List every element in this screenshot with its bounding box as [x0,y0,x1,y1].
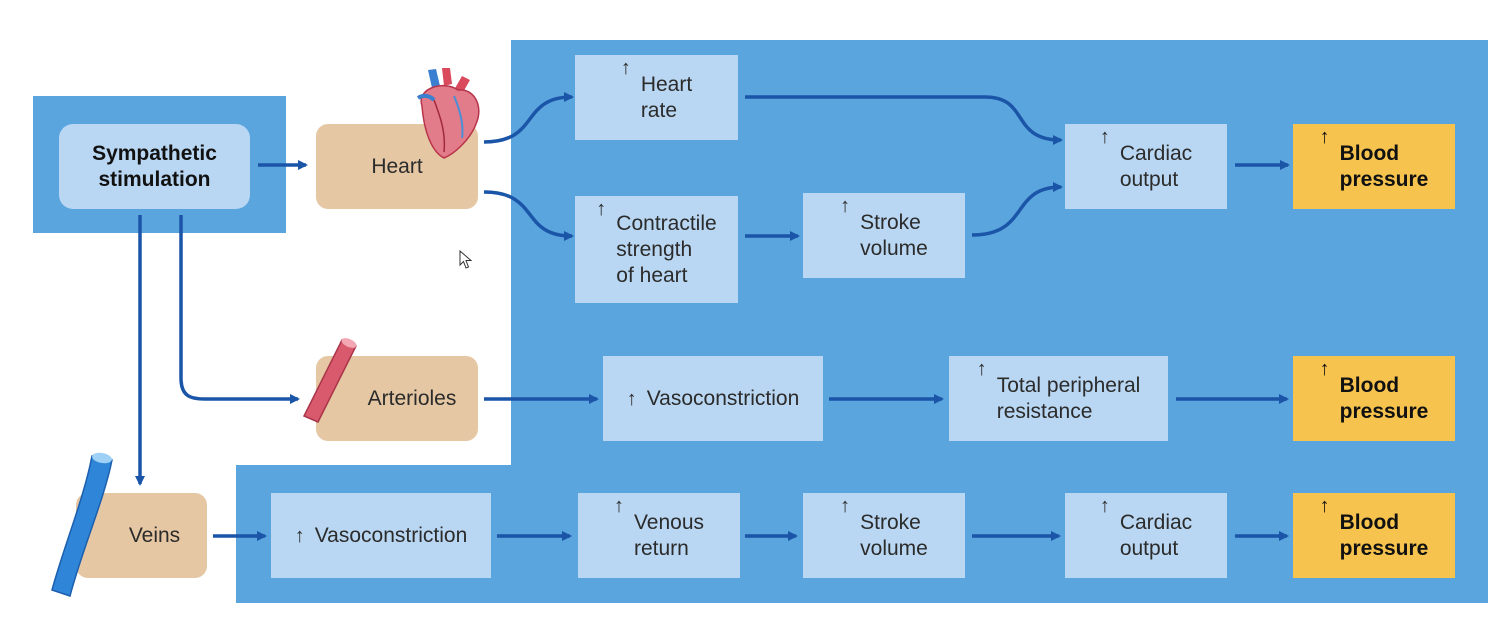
blood-pressure-box-2: ↑ Blood pressure [1293,356,1455,441]
arteriole-icon [302,338,358,423]
blood-pressure-3-line1: Blood [1339,510,1400,534]
stroke-volume-2-line1: Stroke [860,510,921,534]
cardiac-output-1-line1: Cardiac [1119,141,1193,165]
heart-rate-line2: rate [640,98,677,122]
tpr-line2: resistance [996,399,1093,423]
sympathetic-line1: Sympathetic [92,141,217,165]
up-arrow-icon: ↑ [1319,358,1330,380]
cardiac-output-box-1: ↑ Cardiac output [1065,124,1227,209]
contractile-line2: strength [616,237,693,261]
vasoconstriction-1-label: Vasoconstriction [646,386,800,410]
contractile-line1: Contractile [616,211,717,235]
blood-pressure-1-line1: Blood [1339,141,1400,165]
arrow-symp-to-arterioles [179,215,300,404]
blood-pressure-2-line1: Blood [1339,373,1400,397]
contractile-line3: of heart [616,263,688,287]
contractile-strength-box: ↑ Contractile strength of heart [575,196,738,303]
heart-label: Heart [371,154,423,178]
blood-pressure-2-line2: pressure [1339,399,1429,423]
stroke-volume-2-line2: volume [860,536,928,560]
up-arrow-icon: ↑ [840,195,851,217]
arterioles-label: Arterioles [367,386,457,410]
veins-label: Veins [128,523,181,547]
up-arrow-icon: ↑ [626,387,637,410]
heart-rate-line1: Heart [640,72,693,96]
total-peripheral-resistance-box: ↑ Total peripheral resistance [949,356,1168,441]
venous-return-line1: Venous [633,510,705,534]
sympathetic-line2: stimulation [98,167,211,191]
stroke-volume-1-line1: Stroke [860,210,921,234]
venous-return-line2: return [633,536,689,560]
up-arrow-icon: ↑ [1319,126,1330,148]
cardiac-output-2-line2: output [1119,536,1179,560]
cardiac-output-2-line1: Cardiac [1119,510,1193,534]
vasoconstriction-box-2: ↑ Vasoconstriction [271,493,491,578]
up-arrow-icon: ↑ [1099,126,1110,148]
up-arrow-icon: ↑ [1099,495,1110,517]
stroke-volume-1-line2: volume [860,236,928,260]
up-arrow-icon: ↑ [596,198,607,220]
stroke-volume-box-1: ↑ Stroke volume [803,193,965,278]
blood-pressure-3-line2: pressure [1339,536,1429,560]
sympathetic-stimulation-box: Sympathetic stimulation [59,124,250,209]
heart-box: Heart [316,124,478,209]
up-arrow-icon: ↑ [294,524,305,547]
heart-rate-box: ↑ Heart rate [575,55,738,140]
vasoconstriction-2-label: Vasoconstriction [314,523,468,547]
vein-icon [51,452,113,597]
vasoconstriction-box-1: ↑ Vasoconstriction [603,356,823,441]
blood-pressure-box-3: ↑ Blood pressure [1293,493,1455,578]
up-arrow-icon: ↑ [620,57,631,79]
mouse-cursor-icon [459,250,473,269]
cardiac-output-box-2: ↑ Cardiac output [1065,493,1227,578]
cardiac-output-1-line2: output [1119,167,1179,191]
stroke-volume-box-2: ↑ Stroke volume [803,493,965,578]
blood-pressure-box-1: ↑ Blood pressure [1293,124,1455,209]
up-arrow-icon: ↑ [976,358,987,380]
up-arrow-icon: ↑ [1319,495,1330,517]
up-arrow-icon: ↑ [613,495,624,517]
up-arrow-icon: ↑ [840,495,851,517]
venous-return-box: ↑ Venous return [578,493,740,578]
heart-icon [416,68,480,159]
tpr-line1: Total peripheral [996,373,1141,397]
blood-pressure-1-line2: pressure [1339,167,1429,191]
